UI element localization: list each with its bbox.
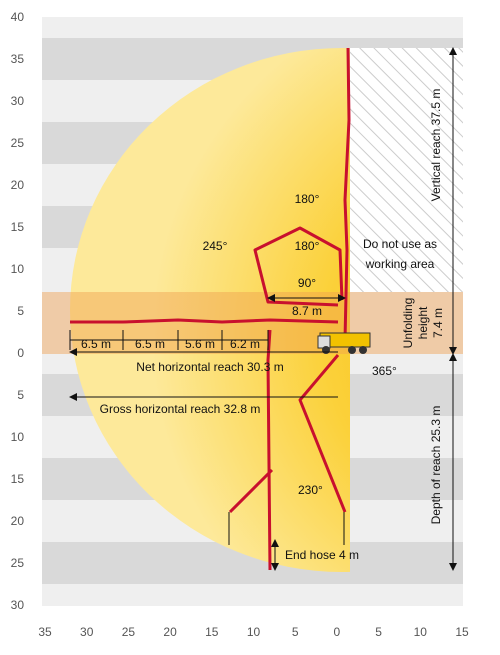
annotations: 180° 245° 180° 90° 8.7 m Do not use as w… <box>81 89 445 562</box>
segment-label: 6.2 m <box>230 337 260 351</box>
vertical-reach-label: Vertical reach 37.5 m <box>429 89 443 202</box>
y-axis-label: 25 <box>11 136 25 150</box>
x-axis-label: 0 <box>334 625 341 639</box>
x-axis-label: 10 <box>414 625 428 639</box>
y-axis-label: 10 <box>11 430 25 444</box>
no-use-area <box>350 48 463 292</box>
working-envelope <box>70 48 350 572</box>
angle-label: 245° <box>203 239 228 253</box>
boom <box>70 47 351 571</box>
angle-label: 180° <box>295 192 320 206</box>
depth-reach-label: Depth of reach 25.3 m <box>429 406 443 525</box>
unfolding-label: height <box>416 306 430 339</box>
segment-label: 6.5 m <box>81 337 111 351</box>
segment-label: 6.5 m <box>135 337 165 351</box>
y-axis-label: 15 <box>11 220 25 234</box>
end-hose-label: End hose 4 m <box>285 548 359 562</box>
y-axis-label: 20 <box>11 178 25 192</box>
y-axis-label: 35 <box>11 52 25 66</box>
y-axis-label: 0 <box>17 346 24 360</box>
x-axis-label: 15 <box>455 625 469 639</box>
dimension-lines <box>69 47 457 571</box>
gross-reach-label: Gross horizontal reach 32.8 m <box>100 402 261 416</box>
no-use-label: working area <box>365 257 435 271</box>
y-axis-label: 5 <box>17 304 24 318</box>
reach-label: 8.7 m <box>292 304 322 318</box>
y-axis-label: 15 <box>11 472 25 486</box>
x-axis-label: 30 <box>80 625 94 639</box>
x-axis-label: 5 <box>375 625 382 639</box>
angle-label: 90° <box>298 276 316 290</box>
x-axis-label: 20 <box>163 625 177 639</box>
x-axis-label: 35 <box>38 625 52 639</box>
y-axis-label: 20 <box>11 514 25 528</box>
y-axis-label: 40 <box>11 10 25 24</box>
y-axis-label: 30 <box>11 94 25 108</box>
y-axis-label: 10 <box>11 262 25 276</box>
x-axis-label: 5 <box>292 625 299 639</box>
unfolding-label: Unfolding <box>401 298 415 349</box>
angle-label: 230° <box>298 483 323 497</box>
y-axis-label: 25 <box>11 556 25 570</box>
slew-label: 365° <box>372 364 397 378</box>
unfolding-label: 7.4 m <box>431 308 445 338</box>
x-axis-label: 15 <box>205 625 219 639</box>
no-use-label: Do not use as <box>363 237 437 251</box>
net-reach-label: Net horizontal reach 30.3 m <box>136 360 283 374</box>
angle-label: 180° <box>295 239 320 253</box>
x-axis-label: 25 <box>122 625 136 639</box>
y-axis-label: 30 <box>11 598 25 612</box>
segment-label: 5.6 m <box>185 337 215 351</box>
y-axis-label: 5 <box>17 388 24 402</box>
x-axis-label: 10 <box>247 625 261 639</box>
